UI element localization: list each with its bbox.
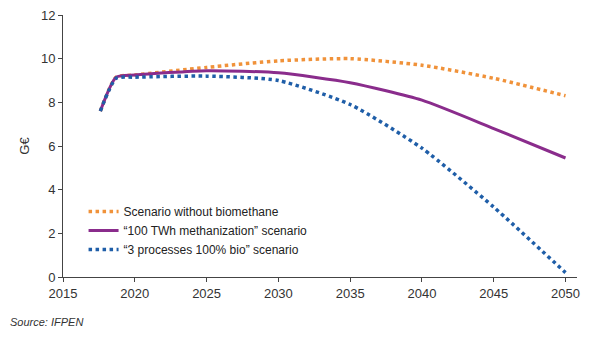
svg-text:2050: 2050 (551, 286, 580, 301)
svg-text:2035: 2035 (336, 286, 365, 301)
svg-text:2025: 2025 (192, 286, 221, 301)
svg-text:2: 2 (48, 226, 55, 241)
svg-text:Scenario without biomethane: Scenario without biomethane (124, 205, 279, 219)
svg-text:2045: 2045 (479, 286, 508, 301)
svg-text:2030: 2030 (264, 286, 293, 301)
svg-text:G€: G€ (17, 137, 32, 155)
svg-text:8: 8 (48, 95, 55, 110)
svg-text:2020: 2020 (120, 286, 149, 301)
svg-text:2015: 2015 (49, 286, 78, 301)
svg-text:Source: IFPEN: Source: IFPEN (10, 316, 83, 328)
svg-text:0: 0 (48, 270, 55, 285)
svg-text:12: 12 (41, 8, 55, 23)
svg-text:“100 TWh methanization” scenar: “100 TWh methanization” scenario (124, 224, 308, 238)
svg-text:2040: 2040 (407, 286, 436, 301)
svg-text:“3 processes 100% bio” scenari: “3 processes 100% bio” scenario (124, 243, 299, 257)
svg-text:6: 6 (48, 139, 55, 154)
svg-text:4: 4 (48, 182, 55, 197)
svg-text:10: 10 (41, 51, 55, 66)
